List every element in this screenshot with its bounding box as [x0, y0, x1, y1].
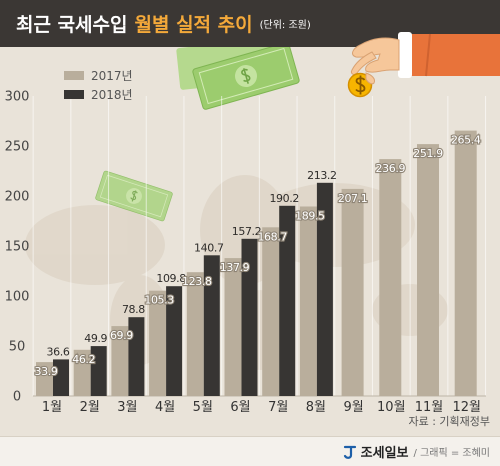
data-label-2018: 157.2	[232, 225, 262, 238]
bar-2018	[166, 286, 183, 396]
bar-2018	[316, 182, 333, 396]
y-tick-label: 150	[5, 240, 30, 255]
y-tick-label: 200	[5, 190, 30, 205]
bar-2018	[53, 359, 69, 396]
data-label-2017: 265.4	[451, 134, 481, 147]
legend-swatch-2018	[64, 90, 84, 99]
legend: 2017년 2018년	[64, 66, 133, 104]
data-label-2018: 190.2	[269, 192, 299, 205]
title-highlight: 월별 실적 추이	[134, 14, 253, 36]
legend-item-2017: 2017년	[64, 66, 133, 85]
data-label-2017: 105.3	[144, 294, 174, 307]
bar-2018	[90, 346, 107, 396]
bar-2017	[299, 206, 317, 396]
data-label-2017: 69.9	[110, 329, 133, 342]
x-tick-label: 4월	[155, 400, 175, 415]
x-tick-label: 1월	[42, 400, 62, 415]
y-tick-label: 50	[9, 340, 26, 355]
y-tick-label: 250	[5, 140, 30, 155]
bar-2017	[224, 258, 242, 396]
data-label-2018: 213.2	[307, 169, 337, 182]
source-note: 자료 : 기획재정부	[408, 415, 490, 428]
data-label-2018: 49.9	[84, 332, 107, 345]
bar-2018	[203, 255, 220, 396]
data-label-2017: 251.9	[413, 147, 443, 160]
cuff	[398, 32, 412, 78]
x-tick-label: 6월	[230, 400, 250, 415]
brand-name: 조세일보	[360, 446, 409, 461]
x-tick-label: 5월	[193, 400, 213, 415]
unit-label: (단위: 조원)	[259, 20, 311, 31]
data-label-2017: 189.5	[295, 210, 325, 223]
footer: 조세일보 / 그래픽 = 조혜미	[0, 436, 500, 466]
data-label-2017: 168.7	[257, 230, 287, 243]
data-label-2017: 236.9	[376, 162, 406, 175]
bars	[36, 130, 477, 396]
x-tick-label: 9월	[343, 400, 363, 415]
bar-2018	[279, 205, 296, 396]
x-tick-label: 11월	[415, 400, 444, 415]
legend-item-2018: 2018년	[64, 85, 133, 104]
bar-2017	[341, 188, 364, 396]
data-label-2018: 36.6	[47, 345, 70, 358]
bar-2017	[262, 227, 280, 396]
x-tick-label: 7월	[268, 400, 288, 415]
bar-2018	[128, 317, 145, 396]
sleeve	[408, 34, 500, 76]
bar-2017	[454, 130, 477, 396]
data-label-2017: 123.8	[182, 275, 212, 288]
data-label-2018: 109.8	[156, 272, 186, 285]
data-label-2017: 33.9	[35, 365, 58, 378]
data-label-2017: 207.1	[338, 192, 368, 205]
legend-label-2018: 2018년	[91, 88, 133, 102]
title-main: 최근 국세수입	[16, 14, 128, 36]
x-tick-label: 3월	[117, 400, 137, 415]
data-label-2017: 137.9	[220, 261, 250, 274]
legend-swatch-2017	[64, 71, 84, 80]
bar-2018	[241, 238, 258, 396]
y-tick-label: 100	[5, 290, 30, 305]
bar-2017	[36, 362, 53, 396]
bar-2017	[379, 159, 402, 396]
money-bill-icon	[192, 42, 300, 110]
bar-2017	[186, 272, 204, 396]
hand-icon	[347, 32, 500, 98]
x-tick-label: 2월	[80, 400, 100, 415]
data-label-2018: 140.7	[194, 241, 224, 254]
grid-lines	[32, 96, 487, 397]
x-tick-label: 10월	[377, 400, 406, 415]
data-label-2018: 78.8	[122, 303, 145, 316]
y-tick-label: 300	[5, 90, 30, 105]
bar-2017	[73, 349, 91, 396]
bar-2017	[149, 290, 167, 396]
logo-icon	[343, 445, 356, 459]
data-label-2017: 46.2	[72, 353, 95, 366]
bar-2017	[417, 144, 439, 396]
axis-labels: 0 50 100 150 200 250 300 1월 2월 3월 4월 5월 6월 7월 8월 9월 10월 1…	[5, 90, 481, 416]
y-tick-label: 0	[13, 390, 21, 405]
x-tick-label: 12월	[452, 400, 481, 415]
bar-2017	[111, 326, 129, 396]
money-bill-icon	[95, 170, 173, 222]
legend-label-2017: 2017년	[91, 69, 133, 83]
x-tick-label: 8월	[306, 400, 326, 415]
graphic-credit: / 그래픽 = 조혜미	[413, 448, 490, 459]
